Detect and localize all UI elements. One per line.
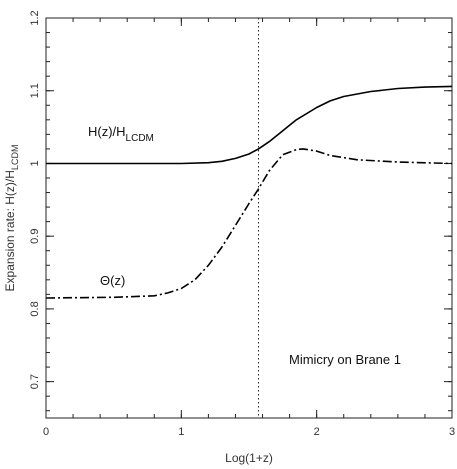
y-tick-label: 0.9	[29, 229, 41, 244]
series-line-hz-ratio	[46, 85, 453, 165]
annotation-mimicry-note: Mimicry on Brane 1	[289, 352, 401, 367]
annotation-hz-ratio-main: H(z)/H	[88, 124, 126, 139]
annotation-hz-ratio-subscript: LCDM	[126, 133, 154, 144]
plot-area: 0 1 2 3 0.7 0.8 0.9 1 1.1 1.2 Log(1+z) Expansion ra…	[3, 10, 455, 465]
x-tick-label: 2	[314, 426, 320, 438]
annotation-theta: Θ(z)	[100, 273, 125, 288]
plot-frame	[45, 17, 453, 419]
y-axis-title-subscript: LCDM	[10, 145, 20, 171]
x-tick-label: 0	[43, 426, 49, 438]
y-axis-title-main: Expansion rate: H(z)/H	[3, 170, 17, 291]
y-axis-title: Expansion rate: H(z)/HLCDM	[3, 145, 20, 292]
x-tick-label: 1	[178, 426, 184, 438]
series-line-theta	[45, 148, 453, 299]
x-axis-title: Log(1+z)	[225, 451, 273, 465]
y-tick-label: 0.7	[29, 374, 41, 389]
y-tick-label: 1.2	[29, 10, 41, 25]
y-tick-label: 0.8	[29, 301, 41, 316]
y-tick-label: 1	[29, 160, 41, 166]
y-tick-label: 1.1	[29, 83, 41, 98]
annotation-hz-ratio: H(z)/HLCDM	[88, 124, 154, 144]
x-tick-label: 3	[449, 426, 455, 438]
